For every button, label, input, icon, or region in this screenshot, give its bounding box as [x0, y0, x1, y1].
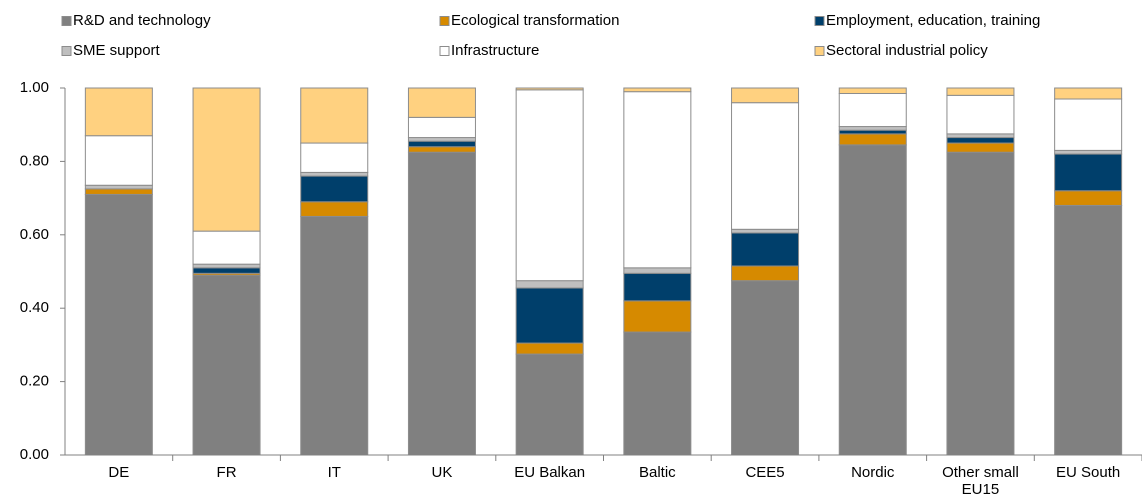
legend-swatch [61, 46, 72, 56]
bar-segment [515, 342, 584, 355]
bar-segment [407, 137, 476, 142]
legend-swatch [814, 16, 825, 26]
bar-segment [407, 151, 476, 456]
bar-segment [515, 87, 584, 91]
bar-segment [731, 228, 800, 234]
legend-label: SME support [73, 42, 161, 59]
bar-segment [84, 188, 153, 195]
x-tick-label-line: EU15 [962, 481, 1000, 498]
bar-segment [84, 87, 153, 137]
bar-segment [192, 230, 261, 265]
x-tick-label: FR [217, 464, 237, 481]
bar-segment [731, 265, 800, 282]
bar-segment [300, 215, 369, 456]
legend-label: Employment, education, training [826, 12, 1040, 29]
x-tick-label: EU South [1056, 464, 1120, 481]
bar-segment [623, 267, 692, 274]
bar-segment [731, 87, 800, 104]
bar-segment [1054, 87, 1123, 100]
legend-label: Ecological transformation [451, 12, 619, 29]
x-tick-label: Other small EU15 [942, 464, 1019, 498]
legend-label: Sectoral industrial policy [826, 42, 988, 59]
bar-segment [407, 146, 476, 153]
bar-segment [407, 140, 476, 148]
legend-label: Infrastructure [451, 42, 539, 59]
bar-segment [838, 144, 907, 456]
y-tick-label: 1.00 [20, 79, 49, 96]
bar-segment [515, 280, 584, 289]
bar-segment [192, 267, 261, 274]
bar-segment [838, 126, 907, 131]
legend-swatch [814, 46, 825, 56]
y-tick-label: 0.20 [20, 373, 49, 390]
bar-segment [946, 151, 1015, 456]
bar-segment [731, 102, 800, 230]
bar-segment [515, 353, 584, 456]
x-tick-label: IT [328, 464, 341, 481]
bar-segment [84, 184, 153, 190]
bar-segment [515, 89, 584, 282]
bar-segment [1054, 153, 1123, 192]
bar-segment [946, 87, 1015, 96]
legend-swatch [439, 16, 450, 26]
x-tick-label: UK [432, 464, 453, 481]
y-tick-label: 0.00 [20, 446, 49, 463]
bar-segment [731, 232, 800, 267]
x-tick-label: Nordic [851, 464, 895, 481]
legend-swatch [439, 46, 450, 56]
bar-segment [623, 272, 692, 302]
bar-segment [946, 133, 1015, 139]
x-tick-label: CEE5 [745, 464, 784, 481]
bar-segment [838, 93, 907, 128]
bar-segment [623, 91, 692, 269]
bar-segment [1054, 190, 1123, 206]
bar-segment [300, 175, 369, 203]
bar-segment [623, 300, 692, 333]
x-tick-label-line: Other small [942, 464, 1019, 481]
bar-segment [515, 287, 584, 344]
bar-segment [192, 274, 261, 456]
bar-segment [407, 116, 476, 139]
bar-segment [838, 87, 907, 95]
legend-label: R&D and technology [73, 12, 211, 29]
bar-segment [946, 142, 1015, 153]
bar-segment [84, 135, 153, 186]
bar-segment [1054, 98, 1123, 151]
legend-swatch [61, 16, 72, 26]
x-tick-label: Baltic [639, 464, 676, 481]
y-tick-label: 0.40 [20, 299, 49, 316]
bar-segment [731, 280, 800, 456]
y-tick-label: 0.80 [20, 152, 49, 169]
bar-segment [300, 87, 369, 144]
bar-segment [623, 87, 692, 93]
bar-segment [838, 129, 907, 135]
bar-segment [1054, 149, 1123, 155]
x-tick-label: EU Balkan [514, 464, 585, 481]
bar-segment [192, 87, 261, 232]
bar-segment [300, 171, 369, 177]
bar-segment [1054, 204, 1123, 456]
bar-segment [407, 87, 476, 118]
y-tick-label: 0.60 [20, 226, 49, 243]
bar-segment [946, 94, 1015, 135]
bar-segment [946, 137, 1015, 144]
x-tick-label: DE [108, 464, 129, 481]
bar-segment [838, 133, 907, 146]
bar-segment [84, 193, 153, 456]
bar-segment [623, 331, 692, 456]
bar-segment [192, 263, 261, 269]
bar-segment [300, 142, 369, 173]
bar-segment [300, 201, 369, 217]
